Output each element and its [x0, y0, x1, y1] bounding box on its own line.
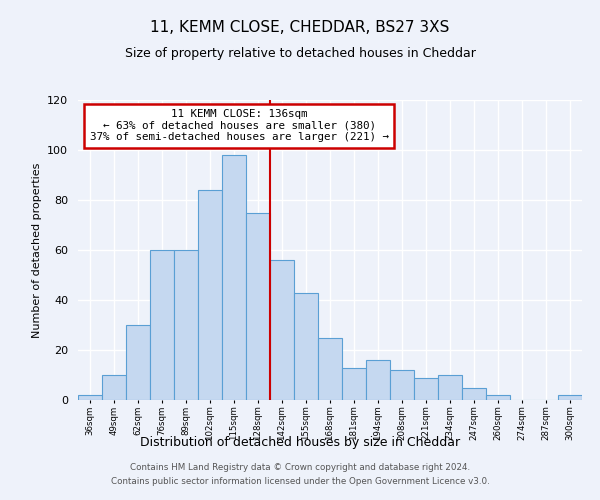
Bar: [342, 368, 366, 400]
Y-axis label: Number of detached properties: Number of detached properties: [32, 162, 41, 338]
Text: Distribution of detached houses by size in Cheddar: Distribution of detached houses by size …: [140, 436, 460, 449]
Text: 11 KEMM CLOSE: 136sqm
← 63% of detached houses are smaller (380)
37% of semi-det: 11 KEMM CLOSE: 136sqm ← 63% of detached …: [90, 109, 389, 142]
Text: Size of property relative to detached houses in Cheddar: Size of property relative to detached ho…: [125, 48, 475, 60]
Bar: [486, 395, 510, 400]
Bar: [558, 395, 582, 400]
Bar: [318, 338, 342, 400]
Bar: [270, 260, 294, 400]
Text: 11, KEMM CLOSE, CHEDDAR, BS27 3XS: 11, KEMM CLOSE, CHEDDAR, BS27 3XS: [151, 20, 449, 35]
Bar: [246, 212, 270, 400]
Bar: [78, 395, 102, 400]
Text: Contains public sector information licensed under the Open Government Licence v3: Contains public sector information licen…: [110, 477, 490, 486]
Bar: [390, 370, 414, 400]
Bar: [126, 325, 150, 400]
Text: Contains HM Land Registry data © Crown copyright and database right 2024.: Contains HM Land Registry data © Crown c…: [130, 464, 470, 472]
Bar: [198, 190, 222, 400]
Bar: [366, 360, 390, 400]
Bar: [174, 250, 198, 400]
Bar: [414, 378, 438, 400]
Bar: [222, 155, 246, 400]
Bar: [150, 250, 174, 400]
Bar: [462, 388, 486, 400]
Bar: [102, 375, 126, 400]
Bar: [438, 375, 462, 400]
Bar: [294, 292, 318, 400]
